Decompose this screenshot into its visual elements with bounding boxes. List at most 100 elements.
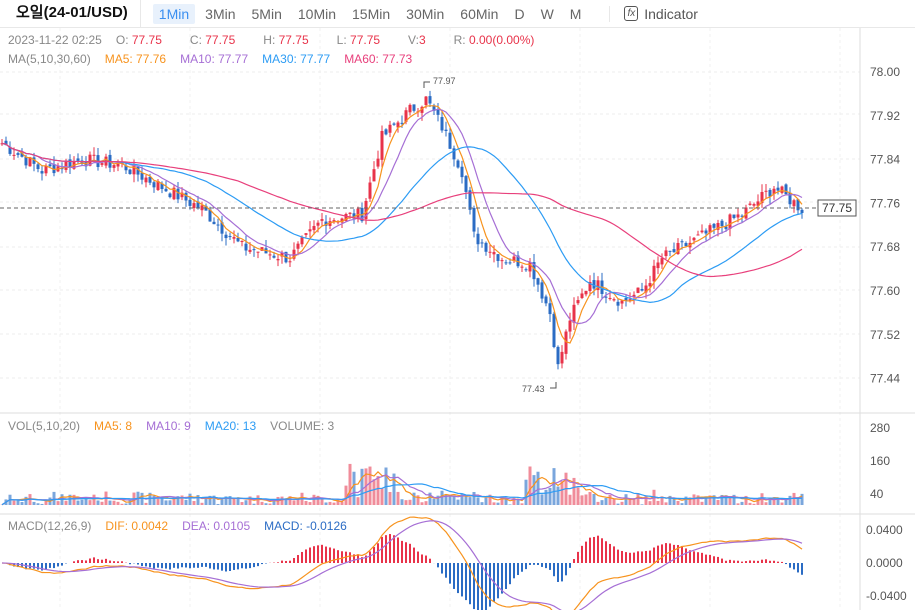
vol-ma10: MA10: 9 bbox=[146, 419, 191, 433]
volume-bar bbox=[212, 495, 216, 505]
candle-body bbox=[44, 165, 48, 174]
candle-body bbox=[252, 249, 256, 251]
candle-body bbox=[236, 237, 240, 242]
macd-bar bbox=[329, 547, 331, 563]
macd-bar bbox=[33, 563, 35, 569]
volume-bar bbox=[236, 499, 240, 505]
low-marker-arrow bbox=[550, 382, 557, 389]
macd-bar bbox=[13, 563, 15, 567]
macd-bar bbox=[581, 545, 583, 563]
ma30-value: MA30: 77.77 bbox=[262, 52, 331, 66]
interval-tab-3min[interactable]: 3Min bbox=[205, 5, 236, 22]
macd-bar bbox=[149, 563, 151, 568]
candle-body bbox=[132, 164, 136, 175]
macd-bar bbox=[473, 563, 475, 610]
macd-bar bbox=[421, 554, 423, 563]
candle-body bbox=[580, 293, 584, 298]
volume-bar bbox=[220, 499, 224, 505]
volume-bar bbox=[528, 466, 532, 505]
candle-body bbox=[728, 214, 732, 229]
volume-bar bbox=[692, 494, 696, 505]
volume-bar bbox=[408, 499, 412, 505]
macd-bar bbox=[129, 563, 131, 565]
candle-body bbox=[20, 152, 24, 157]
volume-bar bbox=[424, 501, 428, 505]
macd-bar bbox=[689, 550, 691, 563]
interval-tab-30min[interactable]: 30Min bbox=[406, 5, 445, 22]
candle-body bbox=[220, 222, 224, 234]
macd-bar bbox=[393, 535, 395, 563]
volume-bar bbox=[176, 496, 180, 505]
candle-body bbox=[240, 240, 244, 243]
l-label: L: bbox=[336, 33, 347, 47]
macd-bar bbox=[697, 552, 699, 563]
volume-bar bbox=[40, 503, 44, 505]
candle-body bbox=[48, 164, 52, 167]
candle-body bbox=[88, 154, 92, 166]
macd-bar bbox=[533, 563, 535, 565]
candle-body bbox=[232, 237, 236, 239]
candle-body bbox=[116, 163, 120, 167]
volume-bar bbox=[764, 502, 768, 505]
candle-body bbox=[424, 96, 428, 106]
candle-body bbox=[344, 213, 348, 221]
low-marker: 77.43 bbox=[522, 384, 545, 394]
macd-bar bbox=[81, 560, 83, 563]
volume-bar bbox=[732, 494, 736, 505]
candle-body bbox=[244, 243, 248, 251]
candle-body bbox=[276, 259, 280, 261]
candle-body bbox=[488, 251, 492, 253]
candle-body bbox=[604, 296, 608, 298]
interval-tab-10min[interactable]: 10Min bbox=[297, 5, 337, 22]
volume-bar bbox=[72, 494, 76, 505]
candle-body bbox=[484, 242, 488, 252]
volume-bar bbox=[800, 493, 804, 505]
candle-body bbox=[612, 299, 616, 301]
volume-bar bbox=[412, 492, 416, 505]
interval-tab-5min[interactable]: 5Min bbox=[251, 5, 282, 22]
candle-body bbox=[756, 201, 760, 206]
macd-bar bbox=[701, 552, 703, 563]
volume-bar bbox=[428, 492, 432, 505]
candle-body bbox=[464, 176, 468, 192]
ma5-value: MA5: 77.76 bbox=[104, 52, 167, 66]
volume-bar bbox=[232, 498, 236, 505]
volume-bar bbox=[320, 497, 324, 505]
macd-tick: 0.0400 bbox=[866, 523, 903, 537]
volume-bar bbox=[196, 495, 200, 505]
interval-tab-1min[interactable]: 1Min bbox=[152, 3, 196, 24]
interval-tab-60min[interactable]: 60Min bbox=[460, 5, 499, 22]
interval-tab-d[interactable]: D bbox=[514, 5, 525, 22]
candle-body bbox=[152, 182, 156, 188]
candle-body bbox=[372, 169, 376, 182]
volume-bar bbox=[572, 477, 576, 505]
candle-body bbox=[716, 222, 720, 230]
candle-body bbox=[552, 313, 556, 348]
candle-body bbox=[632, 294, 636, 297]
interval-tab-m[interactable]: M bbox=[569, 5, 582, 22]
candle-body bbox=[532, 262, 536, 280]
volume-bar bbox=[188, 493, 192, 505]
volume-bar bbox=[672, 498, 676, 505]
volume-bar bbox=[464, 494, 468, 505]
macd-bar bbox=[365, 555, 367, 563]
volume-bar bbox=[616, 503, 620, 505]
volume-bar bbox=[524, 479, 528, 505]
candle-body bbox=[556, 346, 560, 365]
volume-bar bbox=[600, 500, 604, 505]
interval-tab-15min[interactable]: 15Min bbox=[352, 5, 391, 22]
candle-body bbox=[668, 250, 672, 252]
macd-bar bbox=[113, 561, 115, 563]
volume-bar bbox=[248, 496, 252, 505]
volume-bar bbox=[192, 501, 196, 505]
volume-bar bbox=[264, 503, 268, 505]
volume-bar bbox=[92, 494, 96, 505]
interval-tab-w[interactable]: W bbox=[540, 5, 554, 22]
volume-bar bbox=[736, 503, 740, 505]
indicator-button[interactable]: fx Indicator bbox=[609, 5, 698, 22]
ma-legend: MA(5,10,30,60) MA5: 77.76 MA10: 77.77 MA30:… bbox=[8, 52, 426, 66]
volume-bar bbox=[536, 471, 540, 505]
macd-bar bbox=[353, 554, 355, 563]
macd-bar bbox=[597, 535, 599, 563]
